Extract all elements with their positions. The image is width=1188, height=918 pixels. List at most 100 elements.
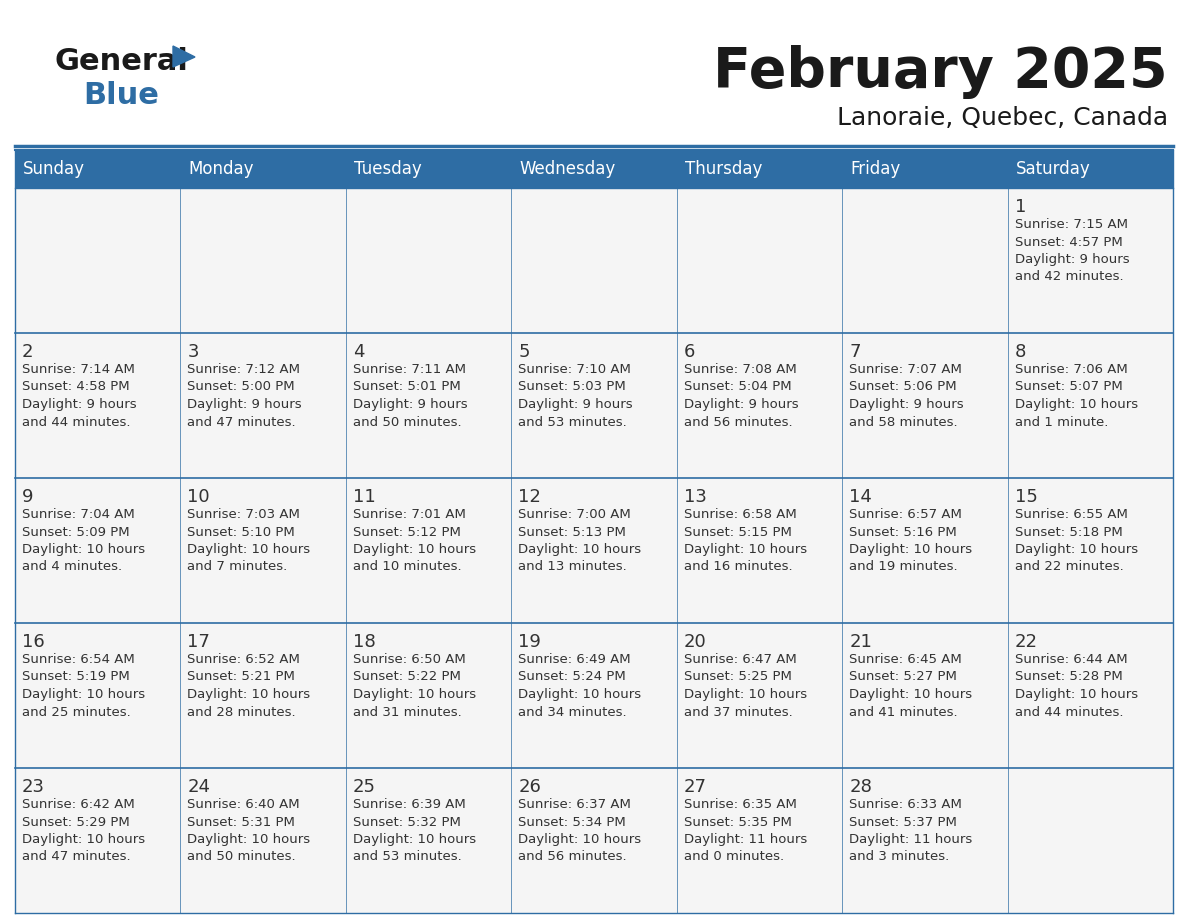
Text: Sunrise: 6:52 AM
Sunset: 5:21 PM
Daylight: 10 hours
and 28 minutes.: Sunrise: 6:52 AM Sunset: 5:21 PM Dayligh… (188, 653, 310, 719)
Text: Sunrise: 6:37 AM
Sunset: 5:34 PM
Daylight: 10 hours
and 56 minutes.: Sunrise: 6:37 AM Sunset: 5:34 PM Dayligh… (518, 798, 642, 864)
Text: 2: 2 (23, 343, 33, 361)
Text: 14: 14 (849, 488, 872, 506)
Bar (15, 623, 181, 768)
Bar (15, 150, 181, 188)
Text: Wednesday: Wednesday (519, 160, 615, 178)
Bar (181, 478, 346, 623)
Text: 10: 10 (188, 488, 210, 506)
Text: Blue: Blue (83, 81, 159, 109)
Bar (842, 333, 1007, 478)
Bar (1007, 768, 1173, 913)
Bar (842, 623, 1007, 768)
Text: Tuesday: Tuesday (354, 160, 422, 178)
Text: Sunrise: 7:12 AM
Sunset: 5:00 PM
Daylight: 9 hours
and 47 minutes.: Sunrise: 7:12 AM Sunset: 5:00 PM Dayligh… (188, 363, 302, 429)
Bar (15, 478, 181, 623)
Bar (181, 333, 346, 478)
Bar (15, 333, 181, 478)
Text: Sunrise: 7:01 AM
Sunset: 5:12 PM
Daylight: 10 hours
and 10 minutes.: Sunrise: 7:01 AM Sunset: 5:12 PM Dayligh… (353, 508, 476, 574)
Text: 7: 7 (849, 343, 860, 361)
Bar (677, 768, 842, 913)
Text: Sunrise: 6:42 AM
Sunset: 5:29 PM
Daylight: 10 hours
and 47 minutes.: Sunrise: 6:42 AM Sunset: 5:29 PM Dayligh… (23, 798, 145, 864)
Text: 4: 4 (353, 343, 365, 361)
Bar (511, 333, 677, 478)
Text: Sunrise: 6:49 AM
Sunset: 5:24 PM
Daylight: 10 hours
and 34 minutes.: Sunrise: 6:49 AM Sunset: 5:24 PM Dayligh… (518, 653, 642, 719)
Text: Monday: Monday (189, 160, 254, 178)
Text: 26: 26 (518, 778, 542, 796)
Text: Sunrise: 6:35 AM
Sunset: 5:35 PM
Daylight: 11 hours
and 0 minutes.: Sunrise: 6:35 AM Sunset: 5:35 PM Dayligh… (684, 798, 807, 864)
Text: Sunrise: 7:07 AM
Sunset: 5:06 PM
Daylight: 9 hours
and 58 minutes.: Sunrise: 7:07 AM Sunset: 5:06 PM Dayligh… (849, 363, 963, 429)
Bar (511, 478, 677, 623)
Text: 23: 23 (23, 778, 45, 796)
Bar (181, 150, 346, 188)
Text: Sunday: Sunday (23, 160, 86, 178)
Text: Sunrise: 6:47 AM
Sunset: 5:25 PM
Daylight: 10 hours
and 37 minutes.: Sunrise: 6:47 AM Sunset: 5:25 PM Dayligh… (684, 653, 807, 719)
Text: Sunrise: 7:10 AM
Sunset: 5:03 PM
Daylight: 9 hours
and 53 minutes.: Sunrise: 7:10 AM Sunset: 5:03 PM Dayligh… (518, 363, 633, 429)
Text: 21: 21 (849, 633, 872, 651)
Text: Sunrise: 7:03 AM
Sunset: 5:10 PM
Daylight: 10 hours
and 7 minutes.: Sunrise: 7:03 AM Sunset: 5:10 PM Dayligh… (188, 508, 310, 574)
Text: Sunrise: 7:11 AM
Sunset: 5:01 PM
Daylight: 9 hours
and 50 minutes.: Sunrise: 7:11 AM Sunset: 5:01 PM Dayligh… (353, 363, 468, 429)
Text: Sunrise: 6:40 AM
Sunset: 5:31 PM
Daylight: 10 hours
and 50 minutes.: Sunrise: 6:40 AM Sunset: 5:31 PM Dayligh… (188, 798, 310, 864)
Bar (677, 188, 842, 333)
Text: Lanoraie, Quebec, Canada: Lanoraie, Quebec, Canada (836, 106, 1168, 130)
Text: Sunrise: 6:58 AM
Sunset: 5:15 PM
Daylight: 10 hours
and 16 minutes.: Sunrise: 6:58 AM Sunset: 5:15 PM Dayligh… (684, 508, 807, 574)
Bar (842, 478, 1007, 623)
Bar (677, 478, 842, 623)
Text: Sunrise: 6:57 AM
Sunset: 5:16 PM
Daylight: 10 hours
and 19 minutes.: Sunrise: 6:57 AM Sunset: 5:16 PM Dayligh… (849, 508, 972, 574)
Text: Saturday: Saturday (1016, 160, 1091, 178)
Text: 22: 22 (1015, 633, 1037, 651)
Text: 20: 20 (684, 633, 707, 651)
Text: Sunrise: 6:50 AM
Sunset: 5:22 PM
Daylight: 10 hours
and 31 minutes.: Sunrise: 6:50 AM Sunset: 5:22 PM Dayligh… (353, 653, 476, 719)
Text: 9: 9 (23, 488, 33, 506)
Bar (346, 478, 511, 623)
Text: 17: 17 (188, 633, 210, 651)
Text: Sunrise: 6:54 AM
Sunset: 5:19 PM
Daylight: 10 hours
and 25 minutes.: Sunrise: 6:54 AM Sunset: 5:19 PM Dayligh… (23, 653, 145, 719)
Text: 15: 15 (1015, 488, 1037, 506)
Bar (346, 150, 511, 188)
Text: Sunrise: 6:45 AM
Sunset: 5:27 PM
Daylight: 10 hours
and 41 minutes.: Sunrise: 6:45 AM Sunset: 5:27 PM Dayligh… (849, 653, 972, 719)
Bar (511, 623, 677, 768)
Text: Sunrise: 7:14 AM
Sunset: 4:58 PM
Daylight: 9 hours
and 44 minutes.: Sunrise: 7:14 AM Sunset: 4:58 PM Dayligh… (23, 363, 137, 429)
Bar (15, 188, 181, 333)
Bar (1007, 623, 1173, 768)
Bar (511, 150, 677, 188)
Text: 12: 12 (518, 488, 542, 506)
Text: 8: 8 (1015, 343, 1026, 361)
Bar (677, 333, 842, 478)
Bar (181, 623, 346, 768)
Text: 27: 27 (684, 778, 707, 796)
Text: Sunrise: 7:04 AM
Sunset: 5:09 PM
Daylight: 10 hours
and 4 minutes.: Sunrise: 7:04 AM Sunset: 5:09 PM Dayligh… (23, 508, 145, 574)
Bar (346, 188, 511, 333)
Text: Thursday: Thursday (684, 160, 762, 178)
Bar (346, 333, 511, 478)
Bar (1007, 150, 1173, 188)
Bar (1007, 478, 1173, 623)
Bar (677, 150, 842, 188)
Bar (181, 768, 346, 913)
Bar (842, 768, 1007, 913)
Bar (1007, 188, 1173, 333)
Text: Sunrise: 7:08 AM
Sunset: 5:04 PM
Daylight: 9 hours
and 56 minutes.: Sunrise: 7:08 AM Sunset: 5:04 PM Dayligh… (684, 363, 798, 429)
Polygon shape (173, 46, 195, 67)
Bar (15, 768, 181, 913)
Text: Sunrise: 7:06 AM
Sunset: 5:07 PM
Daylight: 10 hours
and 1 minute.: Sunrise: 7:06 AM Sunset: 5:07 PM Dayligh… (1015, 363, 1138, 429)
Text: Sunrise: 6:44 AM
Sunset: 5:28 PM
Daylight: 10 hours
and 44 minutes.: Sunrise: 6:44 AM Sunset: 5:28 PM Dayligh… (1015, 653, 1138, 719)
Text: 19: 19 (518, 633, 542, 651)
Text: 6: 6 (684, 343, 695, 361)
Text: 25: 25 (353, 778, 375, 796)
Text: 28: 28 (849, 778, 872, 796)
Bar (842, 188, 1007, 333)
Bar (346, 768, 511, 913)
Text: 13: 13 (684, 488, 707, 506)
Text: Sunrise: 6:39 AM
Sunset: 5:32 PM
Daylight: 10 hours
and 53 minutes.: Sunrise: 6:39 AM Sunset: 5:32 PM Dayligh… (353, 798, 476, 864)
Bar (181, 188, 346, 333)
Bar (511, 188, 677, 333)
Text: Sunrise: 6:55 AM
Sunset: 5:18 PM
Daylight: 10 hours
and 22 minutes.: Sunrise: 6:55 AM Sunset: 5:18 PM Dayligh… (1015, 508, 1138, 574)
Text: Sunrise: 6:33 AM
Sunset: 5:37 PM
Daylight: 11 hours
and 3 minutes.: Sunrise: 6:33 AM Sunset: 5:37 PM Dayligh… (849, 798, 973, 864)
Text: 5: 5 (518, 343, 530, 361)
Bar (1007, 333, 1173, 478)
Text: February 2025: February 2025 (713, 45, 1168, 99)
Text: Sunrise: 7:15 AM
Sunset: 4:57 PM
Daylight: 9 hours
and 42 minutes.: Sunrise: 7:15 AM Sunset: 4:57 PM Dayligh… (1015, 218, 1130, 284)
Text: Friday: Friday (851, 160, 901, 178)
Text: General: General (55, 48, 189, 76)
Bar (677, 623, 842, 768)
